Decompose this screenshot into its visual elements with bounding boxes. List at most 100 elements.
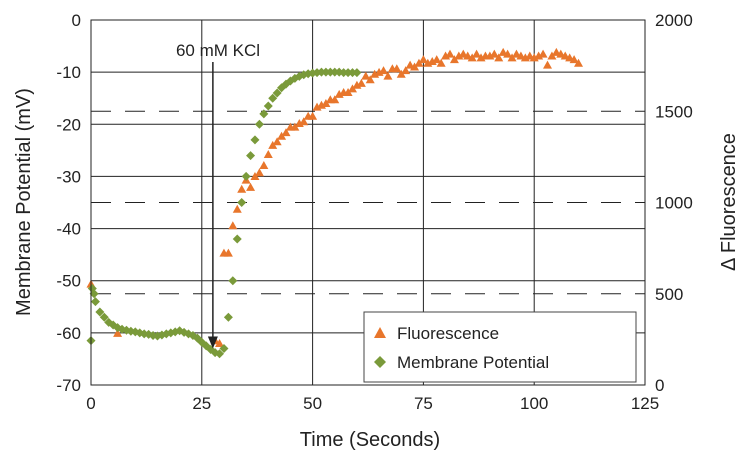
legend: Fluorescence Membrane Potential [363, 311, 637, 383]
membrane-potential-point [90, 297, 100, 307]
y-left-tick-label: -60 [56, 324, 81, 343]
fluorescence-point [418, 55, 428, 64]
x-tick-label: 0 [86, 394, 95, 413]
membrane-potential-point [95, 307, 105, 317]
legend-membrane-potential-label: Membrane Potential [397, 353, 549, 372]
series-fluorescence [86, 47, 584, 347]
fluorescence-point [268, 140, 278, 149]
fluorescence-point [308, 111, 318, 120]
legend-fluorescence-label: Fluorescence [397, 324, 499, 343]
fluorescence-point [365, 75, 375, 84]
y-right-tick-label: 0 [655, 376, 664, 395]
fluorescence-point [272, 137, 282, 146]
membrane-potential-point [250, 135, 260, 145]
fluorescence-point [449, 55, 459, 64]
fluorescence-point [281, 128, 291, 137]
plot-frame [90, 19, 646, 386]
y-left-tick-labels: 0 -10 -20 -30 -40 -50 -60 -70 [56, 11, 81, 395]
fluorescence-point [223, 248, 233, 257]
y-right-tick-label: 2000 [655, 11, 693, 30]
fluorescence-point [347, 84, 357, 93]
membrane-potential-point [99, 312, 109, 322]
y-left-tick-label: -30 [56, 167, 81, 186]
fluorescence-point [547, 51, 557, 60]
membrane-potential-point [215, 349, 225, 359]
fluorescence-point [254, 168, 264, 177]
x-tick-label: 25 [192, 394, 211, 413]
x-tick-labels: 0 25 50 75 100 125 [86, 394, 659, 413]
fluorescence-point [361, 71, 371, 80]
y-left-tick-label: -50 [56, 272, 81, 291]
fluorescence-point [414, 58, 424, 67]
fluorescence-point [113, 328, 123, 337]
fluorescence-point [379, 66, 389, 75]
fluorescence-point [436, 58, 446, 67]
y-right-axis-title: Δ Fluorescence [718, 133, 740, 271]
membrane-potential-point [272, 88, 282, 98]
fluorescence-point [383, 71, 393, 80]
fluorescence-point [246, 182, 256, 191]
fluorescence-point [215, 338, 225, 347]
x-tick-label: 100 [520, 394, 548, 413]
y-left-tick-label: -70 [56, 376, 81, 395]
fluorescence-point [396, 69, 406, 78]
fluorescence-point [232, 204, 242, 213]
x-tick-label: 50 [303, 394, 322, 413]
y-left-tick-label: -40 [56, 220, 81, 239]
fluorescence-point [343, 88, 353, 96]
legend-box [363, 311, 637, 383]
fluorescence-point [321, 98, 331, 107]
fluorescence-point [299, 117, 309, 126]
fluorescence-point [290, 122, 300, 131]
y-right-tick-label: 1000 [655, 194, 693, 213]
membrane-potential-point [268, 93, 278, 103]
membrane-potential-point [232, 234, 242, 244]
x-axis-title: Time (Seconds) [300, 429, 440, 451]
fluorescence-point [250, 171, 260, 180]
fluorescence-point [494, 53, 504, 62]
membrane-potential-point [352, 68, 362, 78]
x-tick-label: 75 [414, 394, 433, 413]
fluorescence-point [538, 49, 548, 58]
fluorescence-point [507, 53, 517, 62]
y-left-tick-label: -10 [56, 63, 81, 82]
membrane-potential-point [228, 276, 238, 286]
fluorescence-point [503, 49, 513, 58]
membrane-potential-point [219, 344, 229, 353]
fluorescence-point [445, 49, 455, 58]
fluorescence-point [432, 55, 442, 64]
fluorescence-point [569, 55, 579, 64]
fluorescence-point [410, 62, 420, 71]
fluorescence-point [277, 131, 287, 140]
fluorescence-point [228, 221, 238, 230]
fluorescence-point [401, 66, 411, 75]
fluorescence-point [574, 58, 584, 67]
membrane-potential-point [246, 151, 256, 161]
fluorescence-point [263, 150, 273, 159]
y-right-tick-label: 1500 [655, 102, 693, 121]
annotation-label: 60 mM KCl [176, 41, 260, 60]
y-right-tick-labels: 2000 1500 1000 500 0 [655, 11, 693, 395]
membrane-potential-point [223, 312, 233, 322]
y-left-tick-label: 0 [72, 11, 81, 30]
fluorescence-point [237, 184, 247, 193]
fluorescence-point [259, 161, 269, 169]
membrane-potential-point [237, 198, 247, 207]
legend-fluorescence-marker [374, 327, 386, 338]
y-left-tick-label: -20 [56, 115, 81, 134]
membrane-potential-point [241, 171, 251, 181]
fluorescence-point [467, 53, 477, 62]
membrane-potential-point [89, 289, 99, 299]
annotation: 60 mM KCl [176, 41, 260, 349]
fluorescence-point [356, 78, 366, 87]
fluorescence-point [392, 64, 402, 73]
x-tick-label: 125 [631, 394, 659, 413]
membrane-potential-point [254, 119, 264, 129]
y-left-axis-title: Membrane Potential (mV) [13, 88, 35, 316]
legend-membrane-potential-marker [374, 356, 386, 368]
y-right-tick-label: 500 [655, 285, 683, 304]
fluorescence-point [472, 49, 482, 58]
annotation-arrowhead [207, 336, 218, 349]
fluorescence-point [330, 95, 340, 104]
